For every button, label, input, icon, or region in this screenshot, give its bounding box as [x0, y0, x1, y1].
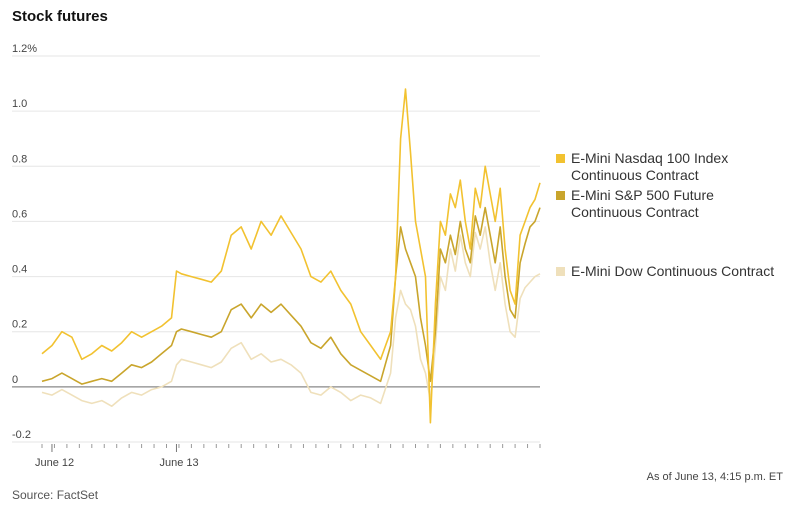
chart-footnote: As of June 13, 4:15 p.m. ET: [646, 471, 783, 483]
y-tick-label: 0.6: [12, 208, 27, 220]
series-line-2: [41, 226, 541, 408]
y-tick-label: 0: [12, 374, 18, 386]
legend-swatch-sp500: [556, 191, 565, 200]
gridlines: [12, 55, 540, 443]
series-lines: [41, 88, 541, 424]
x-axis: June 12 June 13: [35, 444, 541, 469]
chart-source: Source: FactSet: [12, 488, 99, 502]
y-tick-label: 0.8: [12, 153, 27, 165]
legend-label-nasdaq: E-Mini Nasdaq 100 Index Continuous Contr…: [571, 150, 729, 183]
y-tick-label: 0.4: [12, 264, 27, 276]
series-line-0: [41, 88, 541, 424]
y-axis-ticks: -0.2 0 0.2 0.4 0.6 0.8 1.0 1.2%: [12, 43, 37, 441]
y-tick-label: 0.2: [12, 319, 27, 331]
legend-item-sp500: E-Mini S&P 500 Future Continuous Contrac…: [556, 187, 788, 221]
legend-item-dow: E-Mini Dow Continuous Contract: [556, 263, 788, 280]
chart-title: Stock futures: [12, 8, 108, 25]
y-tick-label: 1.0: [12, 98, 27, 110]
legend-label-dow: E-Mini Dow Continuous Contract: [571, 263, 775, 279]
x-tick-label: June 13: [159, 457, 198, 469]
legend-swatch-dow: [556, 267, 565, 276]
x-tick-label: June 12: [35, 457, 74, 469]
legend-label-sp500: E-Mini S&P 500 Future Continuous Contrac…: [571, 187, 714, 220]
y-tick-label: 1.2%: [12, 43, 37, 55]
legend-swatch-nasdaq: [556, 154, 565, 163]
legend-item-nasdaq: E-Mini Nasdaq 100 Index Continuous Contr…: [556, 150, 788, 184]
y-tick-label: -0.2: [12, 429, 31, 441]
series-line-1: [41, 206, 541, 385]
